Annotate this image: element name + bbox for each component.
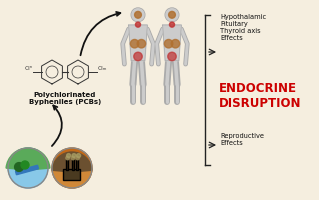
Circle shape [67, 154, 70, 158]
Text: Polychlorinated
Bypheniles (PCBs): Polychlorinated Bypheniles (PCBs) [29, 92, 101, 105]
Circle shape [169, 11, 175, 18]
Circle shape [72, 154, 76, 158]
Text: Clₘ: Clₘ [97, 66, 107, 71]
Text: Hypothalamic
Pituitary
Thyroid axis
Effects: Hypothalamic Pituitary Thyroid axis Effe… [220, 14, 266, 41]
Circle shape [130, 39, 139, 48]
Circle shape [71, 156, 75, 160]
FancyBboxPatch shape [66, 159, 68, 170]
Polygon shape [129, 25, 147, 61]
Text: Clⁿ: Clⁿ [25, 66, 33, 71]
Circle shape [169, 22, 174, 27]
Circle shape [166, 9, 178, 21]
Text: ENDOCRINE
DISRUPTION: ENDOCRINE DISRUPTION [219, 82, 301, 110]
Circle shape [52, 148, 92, 188]
Wedge shape [52, 168, 92, 188]
Circle shape [134, 52, 142, 61]
FancyBboxPatch shape [63, 169, 80, 180]
Circle shape [131, 8, 145, 22]
Circle shape [137, 39, 146, 48]
Wedge shape [6, 148, 50, 170]
Circle shape [136, 22, 141, 27]
FancyArrow shape [16, 165, 39, 175]
Circle shape [15, 163, 23, 171]
FancyBboxPatch shape [72, 159, 74, 170]
Text: Reproductive
Effects: Reproductive Effects [220, 133, 264, 146]
FancyBboxPatch shape [76, 159, 78, 170]
Circle shape [168, 52, 176, 61]
Circle shape [66, 156, 70, 160]
Circle shape [171, 39, 180, 48]
Circle shape [76, 156, 79, 160]
Circle shape [8, 148, 48, 188]
Circle shape [132, 9, 144, 21]
Circle shape [164, 39, 173, 48]
FancyArrowPatch shape [80, 12, 120, 55]
Circle shape [77, 154, 81, 158]
Circle shape [135, 11, 141, 18]
FancyArrowPatch shape [52, 105, 62, 146]
Polygon shape [163, 25, 181, 61]
Circle shape [165, 8, 179, 22]
Wedge shape [52, 152, 92, 172]
Circle shape [21, 161, 29, 169]
